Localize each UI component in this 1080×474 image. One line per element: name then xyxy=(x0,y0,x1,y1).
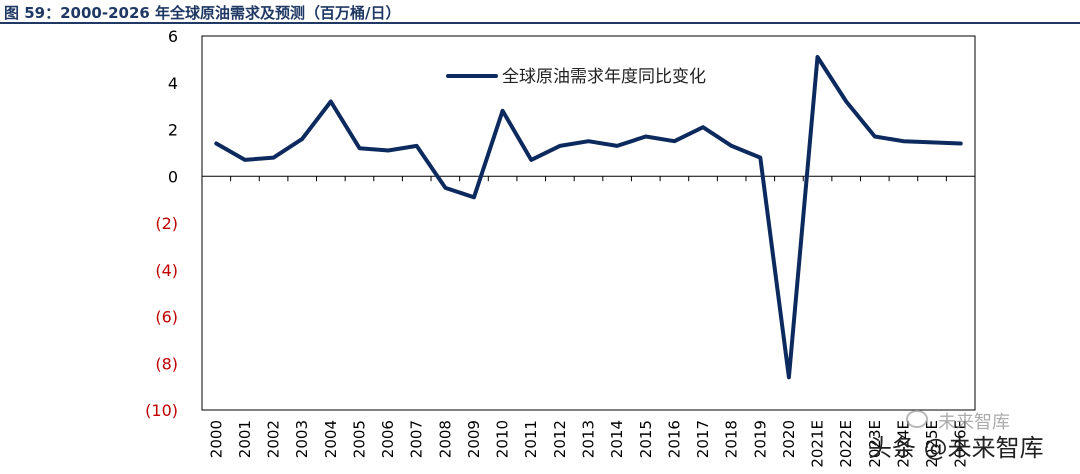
x-tick-label: 2012 xyxy=(551,420,569,458)
x-tick-label: 2017 xyxy=(694,420,712,458)
watermark-logo-icon xyxy=(906,410,928,428)
series-line xyxy=(214,55,963,380)
legend-label: 全球原油需求年度同比变化 xyxy=(502,67,706,87)
x-tick-label: 2013 xyxy=(580,420,598,458)
watermark-small: 未来智库 xyxy=(938,412,1010,433)
chart-title: 图 59：2000-2026 年全球原油需求及预测（百万桶/日） xyxy=(4,4,401,22)
x-tick-label: 2023E xyxy=(866,420,884,468)
x-tick-label: 2002 xyxy=(265,420,283,458)
y-tick-label: (10) xyxy=(145,401,178,420)
x-tick-label: 2007 xyxy=(408,420,426,458)
title-underline xyxy=(0,22,1080,24)
y-tick-label: (8) xyxy=(155,354,178,373)
y-tick-label: 0 xyxy=(168,167,178,186)
x-tick-label: 2022E xyxy=(837,420,855,468)
x-tick-label: 2019 xyxy=(751,420,769,458)
x-tick-label: 2009 xyxy=(465,420,483,458)
x-tick-label: 2018 xyxy=(723,420,741,458)
x-tick-label: 2020 xyxy=(780,420,798,458)
x-tick-label: 2026E xyxy=(952,420,970,468)
x-axis: 2000 2001 2002 2003 2004 2005 2006 2007 2008 2009… xyxy=(201,175,976,468)
x-tick-label: 2001 xyxy=(236,420,254,458)
x-tick-label: 2005 xyxy=(350,420,368,458)
x-tick-label: 2008 xyxy=(436,420,454,458)
y-tick-label: 6 xyxy=(168,27,178,46)
plot-frame xyxy=(201,35,976,411)
legend: 全球原油需求年度同比变化 xyxy=(446,67,706,87)
x-tick-label: 2010 xyxy=(494,420,512,458)
x-tick-label: 2016 xyxy=(665,420,683,458)
x-tick-label: 2014 xyxy=(608,420,626,458)
x-tick-label: 2011 xyxy=(522,420,540,458)
y-tick-label: 4 xyxy=(168,74,178,93)
y-tick-label: (6) xyxy=(155,308,178,327)
x-tick-label: 2015 xyxy=(637,420,655,458)
x-tick-label: 2004 xyxy=(322,420,340,458)
x-tick-label: 2003 xyxy=(293,420,311,458)
watermark-large: 头条 @未来智库 xyxy=(868,434,1044,462)
x-tick-label: 2025E xyxy=(923,420,941,468)
x-tick-label: 2021E xyxy=(809,420,827,468)
x-tick-label: 2024E xyxy=(894,420,912,468)
y-tick-label: (2) xyxy=(155,214,178,233)
series-layer xyxy=(214,55,963,380)
x-tick-label: 2000 xyxy=(207,420,225,458)
y-axis-ticks: 6 4 2 0 (2) (4) (6) (8) (10) xyxy=(145,27,178,420)
y-tick-label: (4) xyxy=(155,261,178,280)
x-tick-label: 2006 xyxy=(379,420,397,458)
y-tick-label: 2 xyxy=(168,121,178,140)
